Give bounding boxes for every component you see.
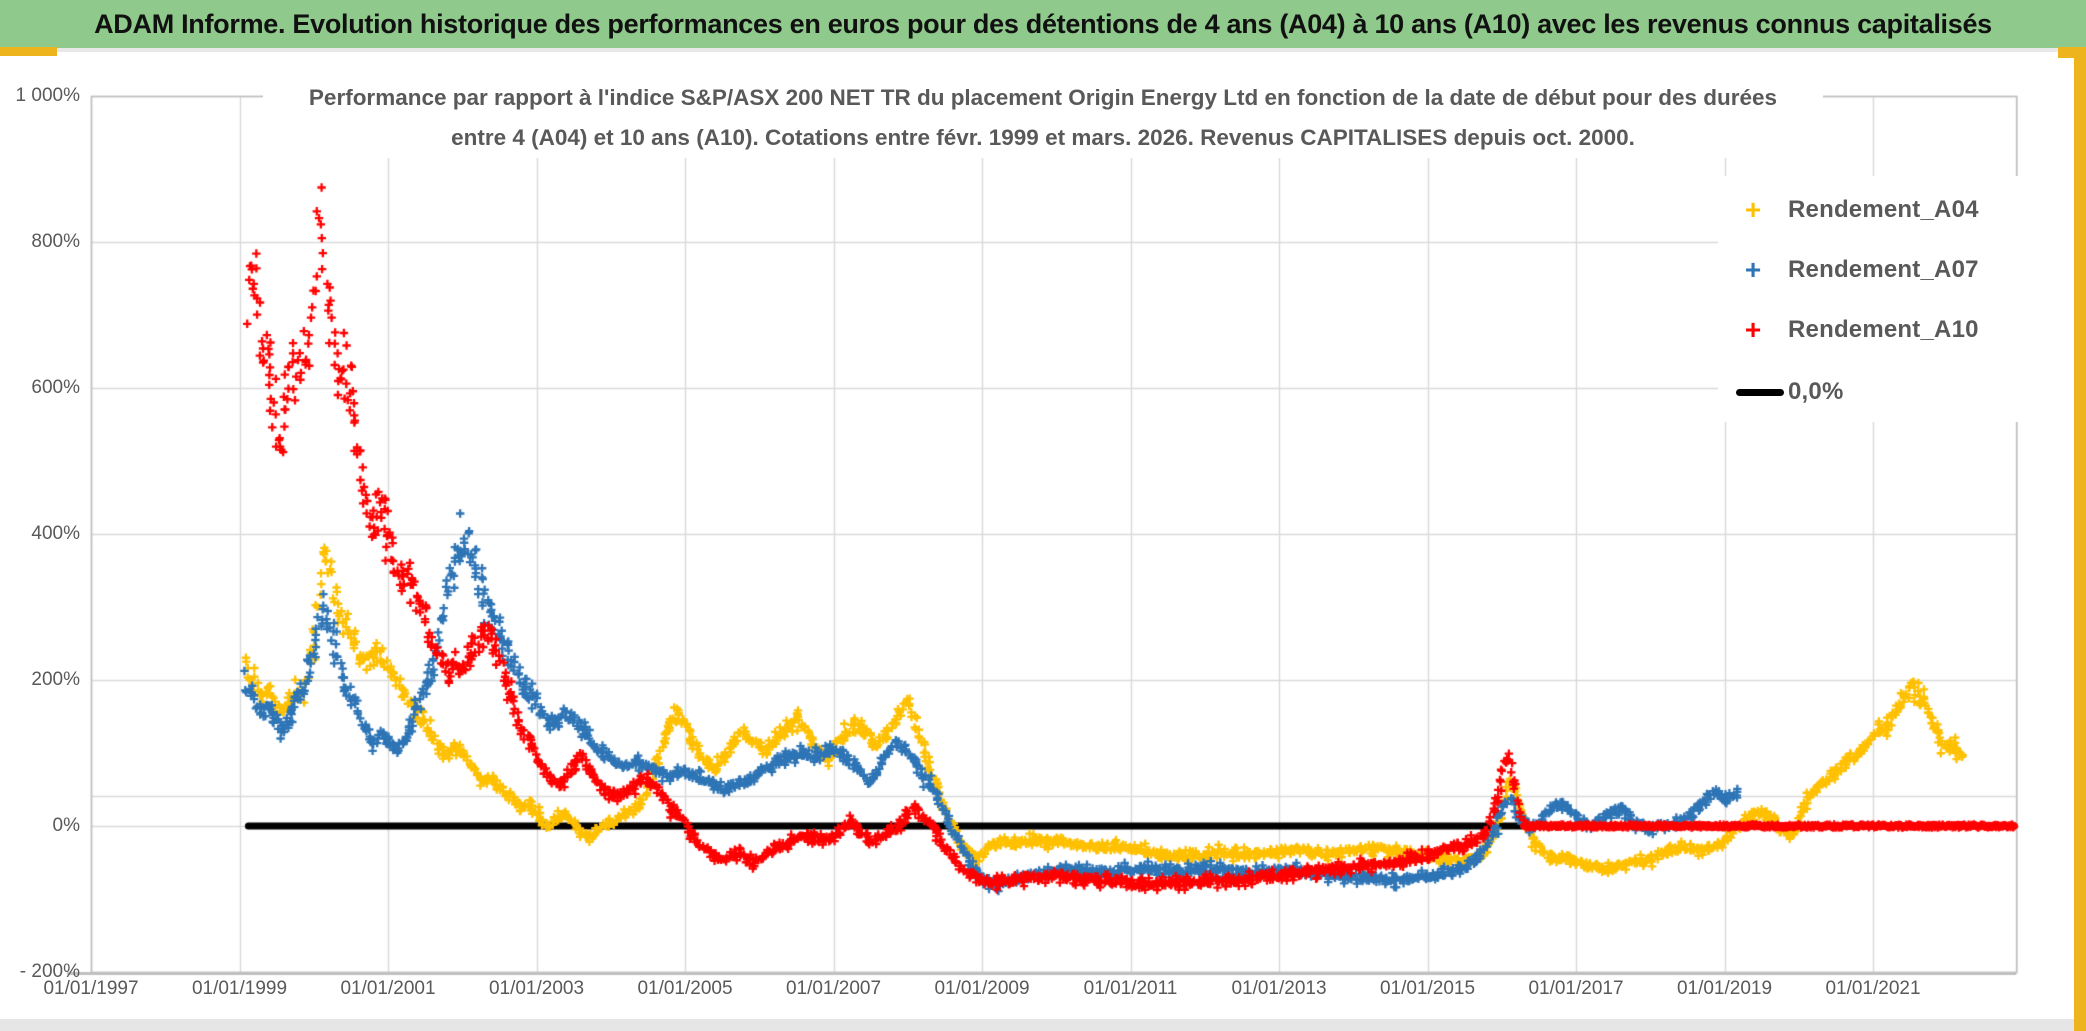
x-tick-label: 01/01/2009 xyxy=(934,978,1030,999)
x-tick-label: 01/01/2005 xyxy=(637,978,733,999)
chart-title-line2: entre 4 (A04) et 10 ans (A10). Cotations… xyxy=(451,125,1635,150)
plus-marker-icon: + xyxy=(1744,254,1762,285)
x-tick-label: 01/01/2019 xyxy=(1676,978,1773,999)
x-tick-label: 01/01/2015 xyxy=(1379,978,1476,999)
legend-label: 0,0% xyxy=(1788,378,1844,405)
legend-label: Rendement_A04 xyxy=(1788,196,1979,223)
y-tick-label: 200% xyxy=(31,669,80,690)
x-tick-label: 01/01/2021 xyxy=(1825,978,1921,999)
legend-item-rendement-a04: + Rendement_A04 xyxy=(1718,190,2060,230)
y-tick-label: 400% xyxy=(31,523,80,544)
legend-label: Rendement_A07 xyxy=(1788,256,1979,283)
y-tick-label: - 200% xyxy=(19,961,80,982)
y-tick-label: 600% xyxy=(31,377,80,398)
x-tick-label: 01/01/2013 xyxy=(1231,978,1327,999)
plus-marker-icon: + xyxy=(1744,314,1762,345)
legend-item-rendement-a07: + Rendement_A07 xyxy=(1718,250,2060,290)
x-tick-label: 01/01/2007 xyxy=(785,978,882,999)
y-tick-label: 800% xyxy=(31,231,80,252)
x-tick-label: 01/01/2003 xyxy=(488,978,585,999)
x-tick-label: 01/01/2011 xyxy=(1083,978,1178,999)
x-tick-label: 01/01/1997 xyxy=(43,978,139,999)
legend-item-zero-line: 0,0% xyxy=(1718,372,2060,412)
chart-title-line1: Performance par rapport à l'indice S&P/A… xyxy=(308,85,1778,110)
legend-item-rendement-a10: + Rendement_A10 xyxy=(1718,310,2060,350)
chart-legend: + Rendement_A04 + Rendement_A07 + Rendem… xyxy=(1718,176,2060,422)
x-tick-label: 01/01/2001 xyxy=(340,978,436,999)
plus-marker-icon: + xyxy=(1744,194,1762,225)
legend-label: Rendement_A10 xyxy=(1788,316,1979,343)
chart-title: Performance par rapport à l'indice S&P/A… xyxy=(263,78,1823,158)
x-tick-label: 01/01/2017 xyxy=(1528,978,1624,999)
y-tick-label: 0% xyxy=(52,815,80,836)
y-tick-label: 1 000% xyxy=(15,85,80,106)
black-line-icon xyxy=(1736,388,1784,396)
x-tick-label: 01/01/1999 xyxy=(191,978,288,999)
